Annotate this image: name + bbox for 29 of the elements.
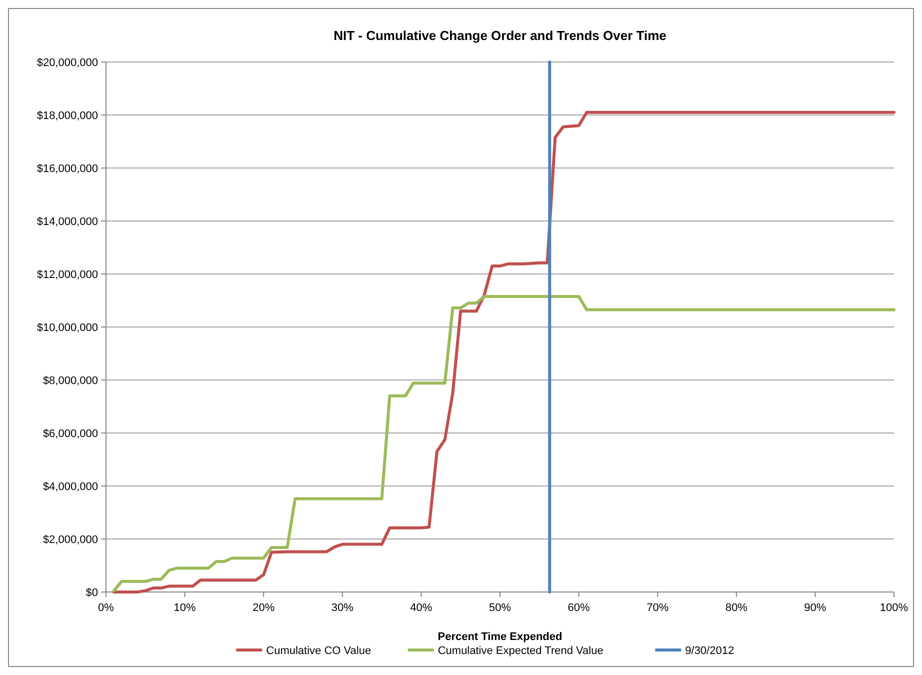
x-tick-label: 10% bbox=[174, 602, 196, 614]
legend-label: 9/30/2012 bbox=[685, 645, 734, 657]
x-tick-label: 70% bbox=[646, 602, 669, 614]
y-tick-label: $10,000,000 bbox=[36, 322, 98, 334]
line-series bbox=[112, 110, 896, 594]
x-tick-label: 40% bbox=[410, 602, 432, 614]
x-tick-label: 90% bbox=[804, 602, 826, 614]
x-tick-label: 30% bbox=[331, 602, 354, 614]
y-tick-label: $2,000,000 bbox=[42, 534, 98, 546]
x-tick-label: 100% bbox=[880, 602, 908, 614]
y-tick-label: $6,000,000 bbox=[42, 428, 98, 440]
x-axis-title: Percent Time Expended bbox=[438, 631, 562, 643]
chart-title: NIT - Cumulative Change Order and Trends Over Time bbox=[334, 28, 666, 43]
line-series bbox=[112, 295, 896, 592]
x-tick-label: 50% bbox=[488, 602, 512, 614]
y-tick-label: $0 bbox=[86, 587, 98, 599]
x-tick-label: 60% bbox=[568, 602, 590, 614]
y-tick-label: $16,000,000 bbox=[36, 163, 98, 175]
legend-label: Cumulative CO Value bbox=[266, 645, 372, 657]
y-tick-label: $18,000,000 bbox=[36, 110, 98, 122]
x-tick-label: 0% bbox=[98, 602, 114, 614]
x-tick-label: 80% bbox=[725, 602, 748, 614]
y-tick-label: $20,000,000 bbox=[36, 57, 98, 69]
y-tick-label: $12,000,000 bbox=[36, 269, 98, 281]
x-tick-label: 20% bbox=[252, 602, 275, 614]
y-tick-label: $8,000,000 bbox=[42, 375, 98, 387]
y-tick-label: $4,000,000 bbox=[42, 481, 98, 493]
legend-label: Cumulative Expected Trend Value bbox=[438, 645, 604, 657]
y-tick-label: $14,000,000 bbox=[36, 216, 98, 228]
